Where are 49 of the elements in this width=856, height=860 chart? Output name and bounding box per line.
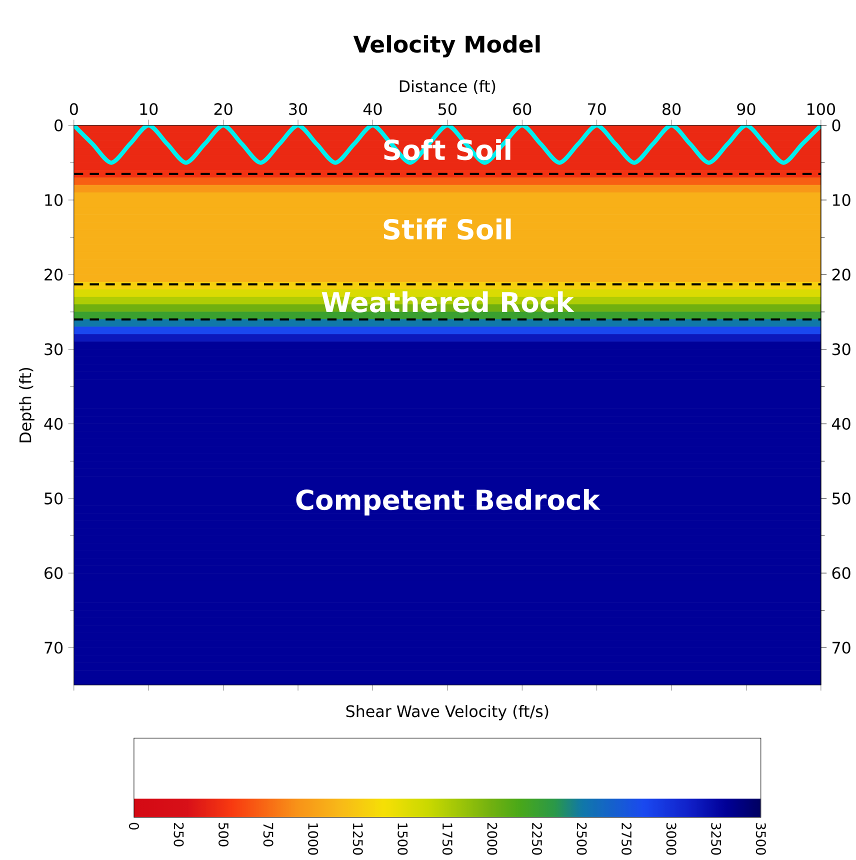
color-bar-label: 2750 [622,822,632,855]
x-tick-label: 100 [808,103,836,116]
annotation: Competent Bedrock [296,488,601,516]
chart-title: Velocity Model [353,35,540,58]
x-tick-label: 40 [364,103,382,116]
color-bar-label: 0 [129,822,140,830]
x-tick-label: 90 [737,103,756,116]
color-bar-title: Shear Wave Velocity (ft/s) [346,704,548,720]
x-tick-label: 50 [438,103,457,116]
annotation: Stiff Soil [384,218,511,240]
y-tick-label: 20 [44,268,63,281]
color-bar-label: 2500 [576,822,587,855]
y2-tick-label: 0 [832,119,840,132]
x-tick-label: 0 [70,103,78,116]
color-bar-label: 1500 [398,823,408,855]
y-tick-label: 40 [44,418,63,430]
y-tick-label: 50 [44,492,63,504]
color-bar-label: 1750 [442,823,453,855]
color-bar-label: 3250 [711,823,722,855]
y-tick-label: 30 [44,343,63,356]
y-tick-label: 70 [44,642,63,654]
color-bar-label: 750 [263,823,274,846]
color-bar-label: 3500 [756,823,766,855]
x-tick-label: 30 [289,103,308,116]
y2-tick-label: 60 [832,567,850,580]
color-bar-label: 500 [218,823,229,846]
y2-tick-label: 50 [832,492,850,504]
annotation: Weathered Rock [322,291,574,312]
color-bar-label: 250 [174,822,184,846]
y2-tick-label: 40 [832,418,850,430]
color-bar-label: 3000 [666,823,676,855]
color-bar-label: 1250 [352,823,363,855]
color-bar-label: 2000 [487,822,498,855]
y2-tick-label: 30 [832,343,850,356]
color-bar-label: 2250 [532,822,542,855]
y-axis-title: Depth (ft) [19,368,35,442]
y2-tick-label: 20 [832,268,850,281]
x-tick-label: 70 [588,103,606,116]
y2-tick-label: 10 [833,194,850,206]
y2-tick-label: 70 [832,642,850,654]
x-tick-label: 10 [140,103,158,116]
x-tick-label: 80 [662,103,681,116]
x-tick-label: 20 [214,103,232,116]
x-axis-title: Distance (ft) [400,80,496,94]
y-tick-label: 60 [44,567,63,580]
y-tick-label: 0 [54,119,63,132]
y-tick-label: 10 [45,194,63,206]
x-tick-label: 60 [513,103,532,116]
color-bar-label: 1000 [308,823,318,855]
